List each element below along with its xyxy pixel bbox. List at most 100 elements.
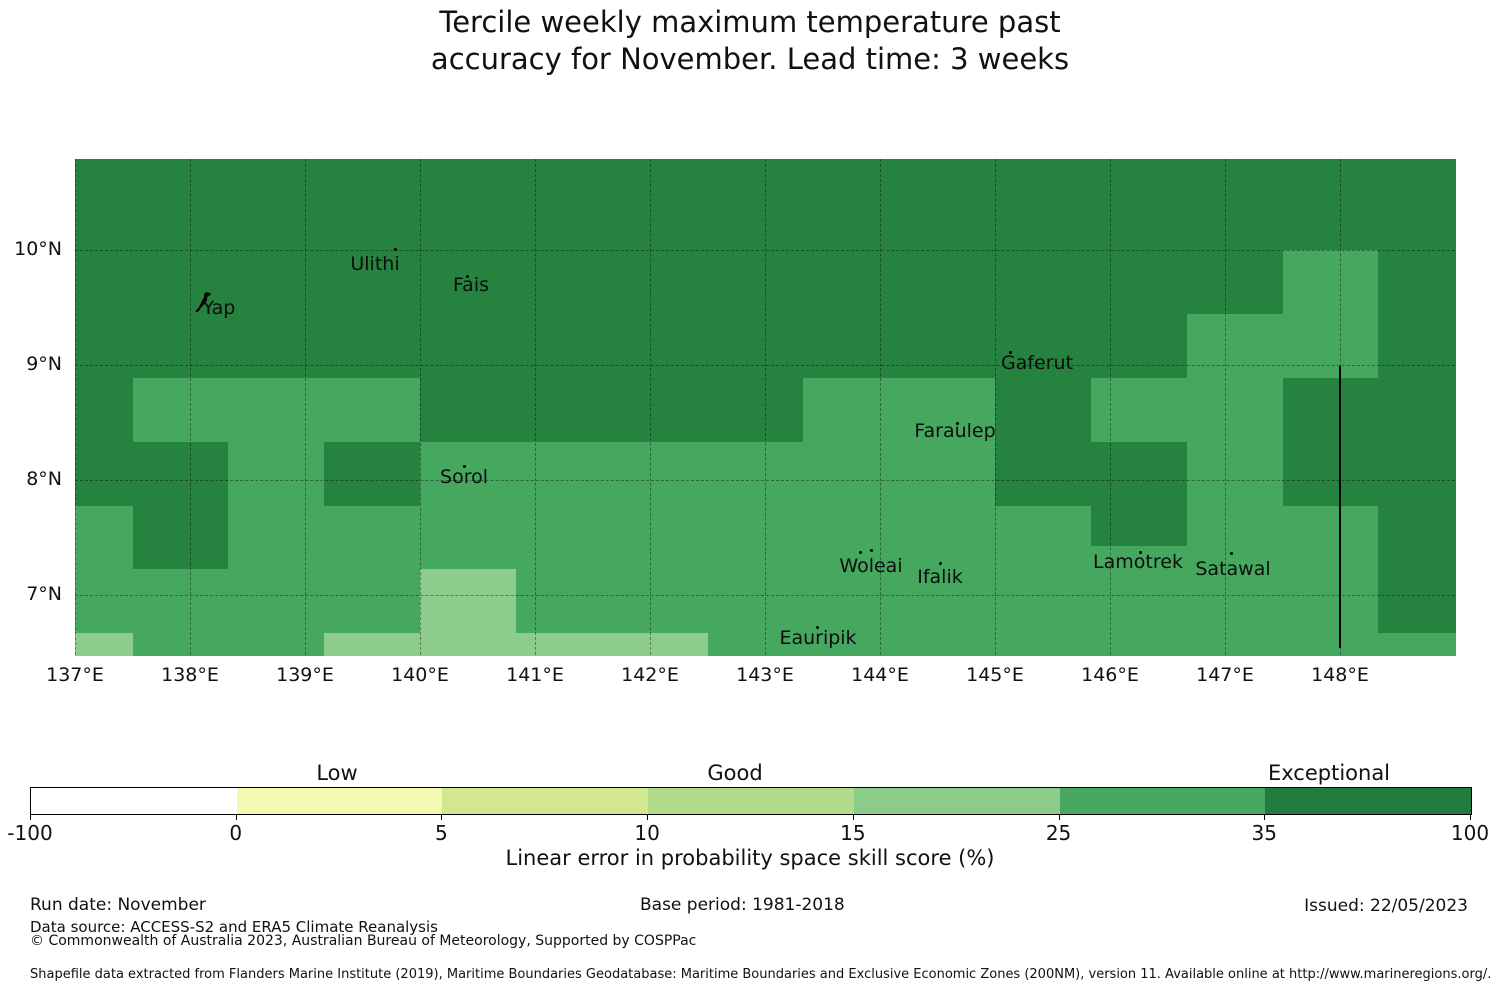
map-cell [228, 569, 325, 634]
longitude-gridline [1225, 159, 1226, 655]
map-cell [707, 313, 804, 379]
map-cell [132, 505, 229, 571]
map-cell [995, 569, 1092, 634]
island-dot-icon [463, 465, 466, 468]
island-label: Woleai [839, 555, 903, 577]
map-cell [75, 250, 134, 315]
map-cell [1090, 250, 1188, 315]
map-cell [707, 250, 804, 315]
x-tick-label: 140°E [391, 664, 449, 686]
map-cell [1282, 569, 1379, 634]
longitude-gridline [880, 159, 881, 655]
map-cell [995, 377, 1092, 443]
map-cell [420, 250, 517, 315]
map-cell [899, 569, 996, 634]
map-cell [995, 186, 1092, 251]
map-cell [611, 505, 709, 571]
map-cell [132, 250, 229, 315]
latitude-gridline [75, 365, 1455, 366]
colorbar-tick [1058, 814, 1060, 820]
map-cell [228, 186, 325, 251]
latitude-gridline [75, 480, 1455, 481]
longitude-gridline [75, 159, 76, 655]
island-label: Satawal [1195, 558, 1271, 580]
map-cell [75, 505, 134, 571]
map-cell [228, 505, 325, 571]
colorbar-tick-label: 100 [1450, 821, 1490, 845]
longitude-gridline [1110, 159, 1111, 655]
island-dot-icon [956, 422, 959, 425]
x-tick-label: 138°E [161, 664, 219, 686]
x-tick-label: 139°E [276, 664, 334, 686]
map-cell [803, 159, 900, 187]
map-cell [515, 250, 613, 315]
colorbar-tick-label: 25 [1045, 821, 1072, 845]
latitude-gridline [75, 250, 1455, 251]
map-cell [515, 569, 613, 634]
map-cell [803, 441, 900, 507]
map-cell [420, 186, 517, 251]
map-cell [75, 186, 134, 251]
island-label: Gaferut [1000, 352, 1074, 374]
island-label: Faraulep [914, 420, 996, 442]
map-cell [1378, 377, 1456, 443]
map-cell [75, 569, 134, 634]
island-label: Eauripik [779, 627, 857, 649]
map-cell [899, 441, 996, 507]
colorbar-segment [236, 788, 443, 814]
colorbar-tick-label: 0 [229, 821, 243, 845]
map-cell [324, 186, 421, 251]
x-tick-label: 141°E [506, 664, 564, 686]
longitude-gridline [650, 159, 651, 655]
map-cell [1282, 377, 1379, 443]
map-cell [1282, 505, 1379, 571]
map-cell [707, 186, 804, 251]
map-cell [803, 505, 900, 571]
colorbar-segment [442, 788, 649, 814]
map-cell [1378, 569, 1456, 634]
map-cell [1378, 505, 1456, 571]
map-cell [420, 377, 517, 443]
map-cell [611, 313, 709, 379]
data-source-text: Data source: ACCESS-S2 and ERA5 Climate … [30, 918, 438, 936]
chart-title: Tercile weekly maximum temperature past … [0, 4, 1500, 78]
colorbar-tick [30, 814, 31, 820]
x-tick-label: 145°E [966, 664, 1024, 686]
map-cell [1186, 159, 1284, 187]
longitude-gridline [995, 159, 996, 655]
colorbar-segment [853, 788, 1060, 814]
island-label: Ulithi [350, 253, 400, 275]
longitude-gridline [420, 159, 421, 655]
map-cell [707, 377, 804, 443]
map-cell [1282, 633, 1379, 656]
colorbar-tick-label: 5 [435, 821, 448, 845]
map-cell [1282, 186, 1379, 251]
map-cell [132, 377, 229, 443]
map-cell [995, 633, 1092, 656]
map-cell [515, 377, 613, 443]
map-cell [515, 633, 613, 656]
map-cell [707, 441, 804, 507]
map-cell [1186, 377, 1284, 443]
map-cell [803, 377, 900, 443]
map-cell [803, 633, 900, 656]
map-cell [75, 159, 134, 187]
map-cell [420, 441, 517, 507]
island-dot-icon [870, 549, 873, 552]
eez-boundary-line [1339, 366, 1341, 648]
colorbar-region-label: Exceptional [1267, 761, 1391, 785]
island-label: Lamotrek [1093, 551, 1183, 573]
base-period-text: Base period: 1981-2018 [640, 895, 845, 915]
shapefile-attribution-text: Shapefile data extracted from Flanders M… [30, 967, 1492, 982]
map-cell [132, 633, 229, 656]
colorbar-axis-label: Linear error in probability space skill … [505, 846, 995, 870]
map-cell [611, 186, 709, 251]
y-tick-label: 7°N [26, 583, 62, 605]
map-cell [1282, 250, 1379, 315]
map-cell [1090, 441, 1188, 507]
x-tick-label: 142°E [621, 664, 679, 686]
map-cell [515, 313, 613, 379]
map-cell [420, 569, 517, 634]
map-cell [611, 159, 709, 187]
map-cell [707, 159, 804, 187]
